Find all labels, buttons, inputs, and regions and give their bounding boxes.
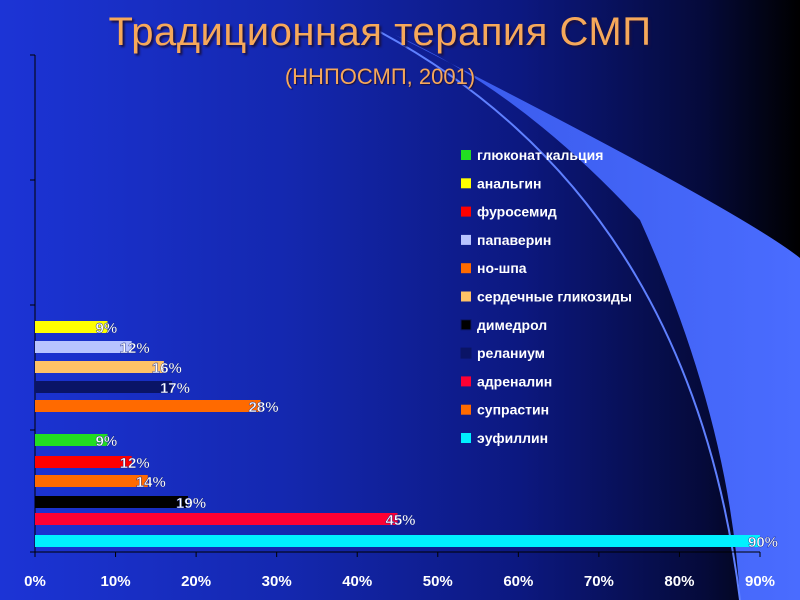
legend-swatch — [460, 347, 472, 359]
x-tick-label: 30% — [262, 573, 292, 590]
legend-label: супрастин — [477, 402, 549, 418]
bar-data-label: 9% — [96, 433, 118, 450]
bar — [35, 456, 132, 468]
x-tick-label: 0% — [24, 573, 46, 590]
legend-swatch — [460, 319, 472, 331]
bar — [35, 321, 108, 333]
x-tick-label: 80% — [664, 573, 694, 590]
bar-data-label: 90% — [748, 534, 778, 551]
x-tick-label: 40% — [342, 573, 372, 590]
bar-data-label: 28% — [249, 399, 279, 416]
bar — [35, 381, 172, 393]
legend-label: анальгин — [477, 175, 541, 191]
bar-data-label: 9% — [96, 320, 118, 337]
bar — [35, 475, 148, 487]
legend-label: глюконат кальция — [477, 147, 603, 163]
legend-swatch — [461, 178, 471, 189]
bar-data-label: 14% — [136, 474, 166, 491]
legend-swatch — [461, 291, 471, 302]
decorative-light-beam — [395, 35, 800, 600]
legend-swatch — [461, 234, 471, 245]
legend-label: сердечные гликозиды — [477, 289, 632, 305]
bar-data-label: 16% — [152, 360, 182, 377]
legend-label: димедрол — [477, 317, 547, 333]
bar — [35, 434, 108, 446]
legend-label: фуросемид — [477, 204, 557, 220]
bar — [35, 400, 261, 412]
bar — [35, 535, 760, 547]
slide-subtitle: (ННПОСМП, 2001) — [284, 64, 476, 89]
x-tick-label: 60% — [503, 573, 533, 590]
legend-swatch — [461, 404, 471, 415]
bar — [35, 513, 398, 525]
x-tick-label: 50% — [423, 573, 453, 590]
legend-label: реланиум — [477, 345, 545, 361]
x-tick-label: 90% — [745, 573, 775, 590]
bar — [35, 361, 164, 373]
bar-data-label: 12% — [120, 455, 150, 472]
bar-data-label: 17% — [160, 380, 190, 397]
bar — [35, 496, 189, 508]
x-tick-label: 20% — [181, 573, 211, 590]
legend-label: эуфиллин — [477, 430, 548, 446]
legend-label: папаверин — [477, 232, 551, 248]
legend-label: адреналин — [477, 373, 552, 389]
legend-swatch — [461, 433, 471, 443]
bar-data-label: 45% — [386, 512, 416, 529]
decorative-arc — [379, 31, 741, 600]
bar — [35, 341, 132, 353]
bar-data-label: 12% — [120, 340, 150, 357]
legend-swatch — [461, 263, 471, 274]
legend-swatch — [461, 150, 471, 160]
legend-swatch — [461, 376, 471, 387]
legend-label: но-шпа — [477, 260, 527, 276]
legend-swatch — [461, 206, 471, 217]
slide-title: Традиционная терапия СМП — [108, 10, 652, 54]
bar-data-label: 19% — [176, 495, 206, 512]
x-tick-label: 70% — [584, 573, 614, 590]
x-tick-label: 10% — [101, 573, 131, 590]
